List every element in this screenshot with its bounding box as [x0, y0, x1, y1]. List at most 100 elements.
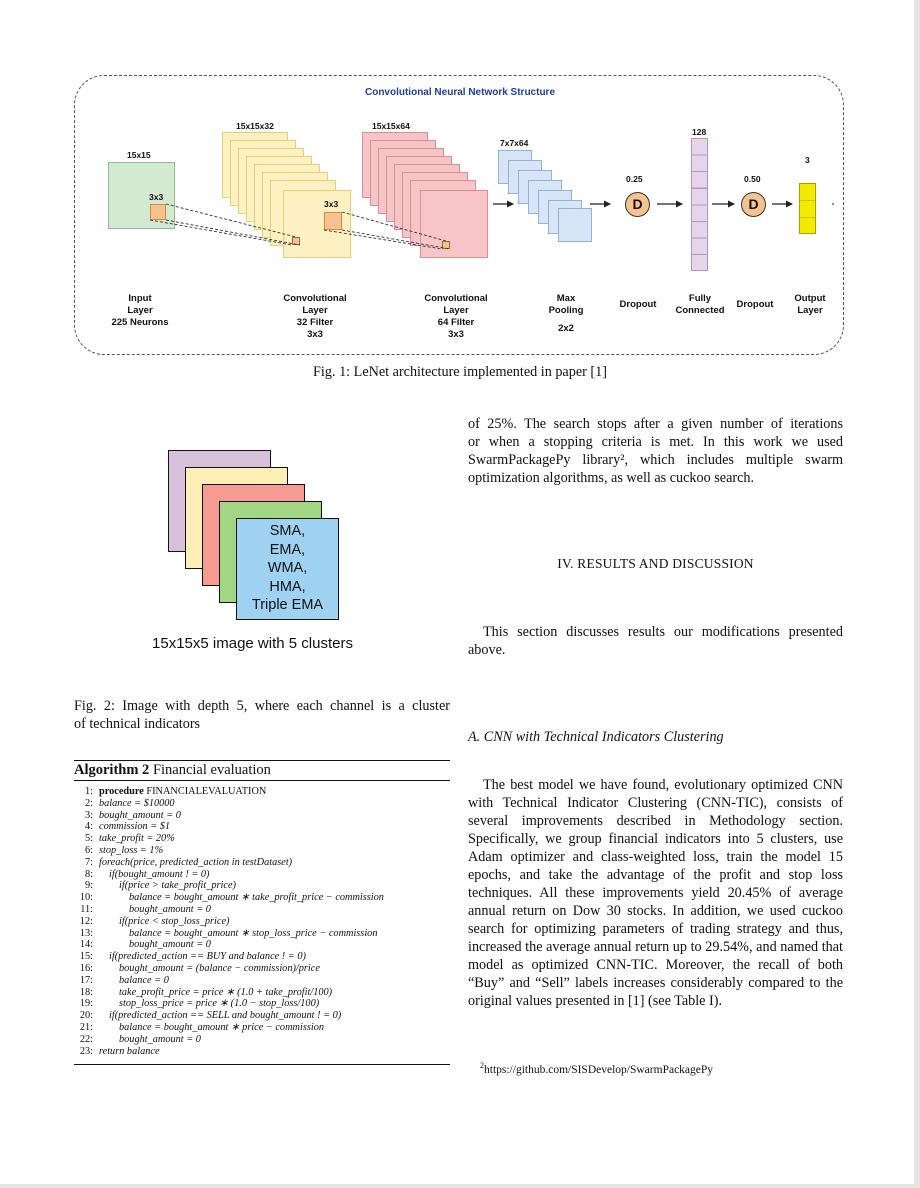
algorithm-title: Financial evaluation — [152, 762, 271, 778]
algorithm-line-number: 17: — [79, 974, 93, 986]
algorithm-line: 7: foreach(price, predicted_action in tes… — [74, 857, 450, 869]
algorithm-line-number: 5: — [84, 833, 93, 845]
fig1-dim-out: 3 — [805, 155, 810, 165]
algorithm-line-text: balance = bought_amount ∗ take_profit_pr… — [129, 892, 384, 904]
algorithm-line: 1: procedure FINANCIALEVALUATION — [74, 786, 450, 798]
label-line: 32 Filter — [296, 317, 334, 328]
algorithm-line: 22: bought_amount = 0 — [74, 1034, 450, 1046]
algorithm-line-text: stop_loss = 1% — [99, 844, 164, 856]
fig1-projection-line — [165, 203, 297, 238]
fig1-input-kernel — [150, 204, 166, 220]
algorithm-line-number: 20: — [79, 1010, 93, 1022]
label-line: Max — [556, 293, 576, 304]
algorithm-header: Algorithm 2 Financial evaluation — [74, 761, 450, 781]
algorithm-line: 3: bought_amount = 0 — [74, 810, 450, 822]
fig1-projection-line — [323, 229, 443, 250]
fig2-indicator: SMA, — [269, 523, 306, 539]
fig1-label-pool: Max Pooling 2x2 — [536, 293, 596, 335]
algorithm-line-text: bought_amount = 0 — [119, 1033, 201, 1045]
subsection-heading: A. CNN with Technical Indicators Cluster… — [468, 729, 724, 745]
algorithm-line-text: stop_loss_price = price ∗ (1.0 − stop_lo… — [119, 998, 320, 1010]
label-line: 3x3 — [448, 329, 464, 340]
dropout-symbol: D — [632, 196, 643, 212]
label-line: Convolutional — [424, 293, 488, 304]
algorithm-line: 14: bought_amount = 0 — [74, 939, 450, 951]
algorithm-line-text: balance = $10000 — [99, 797, 175, 809]
fig1-dim-conv2: 15x15x64 — [372, 121, 410, 131]
algorithm-line-number: 1: — [84, 786, 93, 797]
algorithm-line-number: 19: — [79, 998, 93, 1010]
algorithm-line: 11: bought_amount = 0 — [74, 904, 450, 916]
fig1-dim-conv1-kernel: 3x3 — [324, 199, 339, 209]
algorithm-line: 20: if(predicted_action == SELL and bough… — [74, 1010, 450, 1022]
label-line: Input — [128, 293, 152, 304]
fig1-dim-pool: 7x7x64 — [500, 138, 529, 148]
algorithm-line-text: bought_amount = 0 — [129, 903, 211, 915]
algorithm-line-text: take_profit_price = price ∗ (1.0 + take_… — [119, 986, 333, 998]
caption-line: of technical indicators — [74, 716, 201, 732]
fig1-label-fc: Fully Connected — [670, 293, 730, 317]
algorithm-line-number: 12: — [79, 915, 93, 927]
algorithm-line-number: 22: — [79, 1033, 93, 1045]
fig2-image-label: 15x15x5 image with 5 clusters — [152, 635, 353, 652]
algorithm-line-text: bought_amount = (balance − commission)/p… — [119, 962, 320, 974]
fig1-label-conv2: Convolutional Layer 64 Filter 3x3 — [406, 293, 506, 341]
fig1-label-out: Output Layer — [784, 293, 836, 317]
footnote: 2https://github.com/SISDevelop/SwarmPack… — [480, 1061, 840, 1076]
fig1-conv2-map — [420, 190, 488, 258]
algorithm-line-number: 9: — [84, 880, 93, 892]
algorithm-line-text: bought_amount = 0 — [129, 939, 211, 951]
fig1-caption: Fig. 1: LeNet architecture implemented i… — [313, 364, 607, 380]
algorithm-line: 13: balance = bought_amount ∗ stop_loss_p… — [74, 928, 450, 940]
fig2-channel-5: SMA, EMA, WMA, HMA, Triple EMA — [236, 518, 339, 620]
algorithm-line: 17: balance = 0 — [74, 975, 450, 987]
algorithm-line-text: bought_amount = 0 — [99, 809, 181, 821]
label-line: Output — [794, 293, 826, 304]
fig2-indicator: WMA, — [267, 560, 308, 576]
fig1-projection-line — [341, 229, 451, 250]
footnote-url[interactable]: https://github.com/SISDevelop/SwarmPacka… — [484, 1063, 714, 1076]
fig1-dropout2-node: D — [741, 192, 766, 217]
algorithm-line-text: if(price > take_profit_price) — [119, 880, 236, 892]
algorithm-line-number: 6: — [84, 844, 93, 856]
fig1-dim-fc: 128 — [692, 127, 707, 137]
algorithm-line: 5: take_profit = 20% — [74, 833, 450, 845]
algorithm-line-text: balance = 0 — [119, 974, 169, 986]
fig1-dropout1-node: D — [625, 192, 650, 217]
label-line: Pooling — [548, 305, 584, 316]
dropout-symbol: D — [748, 196, 759, 212]
label-line: Layer — [127, 305, 153, 316]
text-line: optimization algorithms, as well as cuck… — [468, 470, 755, 486]
algorithm-line-text: foreach(price, predicted_action in testD… — [99, 856, 293, 868]
right-para2: This section discusses results our modif… — [468, 624, 843, 658]
fig1-dim-drop1: 0.25 — [626, 174, 643, 184]
algorithm-label: Algorithm 2 — [74, 762, 150, 778]
fig1-label-input: Input Layer 225 Neurons — [95, 293, 185, 329]
fig2-caption: Fig. 2: Image with depth 5, where each c… — [74, 697, 450, 733]
fig1-output-layer — [799, 183, 816, 234]
algorithm-line-number: 4: — [84, 821, 93, 833]
algorithm-line: 18: take_profit_price = price ∗ (1.0 + ta… — [74, 987, 450, 999]
algorithm-line: 4: commission = $1 — [74, 821, 450, 833]
algorithm-line-number: 3: — [84, 809, 93, 821]
fig2-indicator: HMA, — [269, 578, 306, 595]
algorithm-line-text: if(predicted_action == SELL and bought_a… — [109, 1010, 342, 1022]
label-line: 225 Neurons — [111, 317, 169, 328]
algorithm-line-text: return balance — [99, 1045, 160, 1057]
algorithm-line-number: 14: — [79, 939, 93, 951]
algorithm-line: 8: if(bought_amount ! = 0) — [74, 869, 450, 881]
algorithm-line-number: 18: — [79, 986, 93, 998]
algorithm-line-text: if(price < stop_loss_price) — [119, 915, 230, 927]
algorithm-line: 6: stop_loss = 1% — [74, 845, 450, 857]
text-line: of 25%. The search stops after a given n… — [468, 416, 843, 432]
algorithm-keyword: procedure — [99, 786, 144, 797]
right-para3: The best model we have found, evolutiona… — [468, 777, 843, 1009]
algorithm-line-number: 21: — [79, 1021, 93, 1033]
algorithm-line-text: balance = bought_amount ∗ stop_loss_pric… — [129, 927, 378, 939]
algorithm-line: 21: balance = bought_amount ∗ price − com… — [74, 1022, 450, 1034]
label-line: 64 Filter — [437, 317, 475, 328]
algorithm-line: 15: if(predicted_action == BUY and balanc… — [74, 951, 450, 963]
algorithm-line-text: take_profit = 20% — [99, 833, 175, 845]
algorithm-box: Algorithm 2 Financial evaluation 1: proce… — [74, 760, 450, 1065]
algorithm-line-text: procedure FINANCIALEVALUATION — [99, 786, 266, 798]
